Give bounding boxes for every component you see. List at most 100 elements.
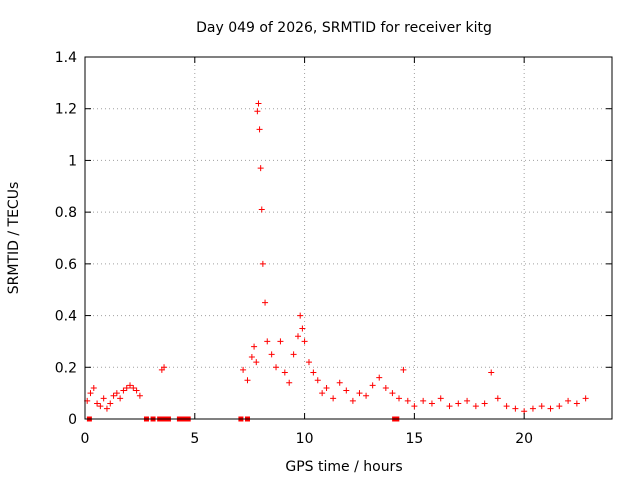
data-point bbox=[389, 390, 396, 397]
data-point bbox=[556, 403, 563, 410]
data-point bbox=[494, 395, 501, 402]
data-point bbox=[538, 403, 545, 410]
data-point bbox=[319, 390, 326, 397]
y-tick-label: 1.2 bbox=[55, 102, 77, 118]
y-tick-labels: 0 0.2 0.4 0.6 0.8 1 1.2 1.4 bbox=[55, 50, 77, 428]
y-tick-label: 0.2 bbox=[55, 360, 77, 376]
data-point bbox=[382, 384, 389, 391]
data-point bbox=[268, 351, 275, 358]
data-point bbox=[363, 392, 370, 399]
data-point bbox=[299, 325, 306, 332]
data-point bbox=[251, 343, 258, 350]
y-tick-label: 0 bbox=[68, 412, 77, 428]
x-tick-label: 15 bbox=[405, 431, 423, 447]
data-point bbox=[573, 400, 580, 407]
data-point bbox=[120, 387, 127, 394]
data-point bbox=[582, 395, 589, 402]
x-tick-label: 20 bbox=[515, 431, 533, 447]
data-point bbox=[113, 390, 120, 397]
data-point bbox=[107, 400, 114, 407]
data-point bbox=[248, 353, 255, 360]
data-point bbox=[110, 392, 117, 399]
data-point bbox=[446, 403, 453, 410]
data-point bbox=[264, 338, 271, 345]
data-point bbox=[136, 392, 143, 399]
y-tick-label: 0.8 bbox=[55, 205, 77, 221]
data-point bbox=[428, 400, 435, 407]
data-point bbox=[277, 338, 284, 345]
data-point bbox=[123, 384, 130, 391]
data-point bbox=[286, 379, 293, 386]
data-point bbox=[258, 206, 265, 213]
data-point bbox=[94, 400, 101, 407]
data-point bbox=[97, 403, 104, 410]
y-tick-label: 0.6 bbox=[55, 257, 77, 273]
data-point bbox=[301, 338, 308, 345]
data-point bbox=[253, 359, 260, 366]
x-tick-label: 5 bbox=[190, 431, 199, 447]
data-point bbox=[127, 382, 134, 389]
data-point bbox=[256, 126, 263, 133]
data-point bbox=[314, 377, 321, 384]
data-point bbox=[297, 312, 304, 319]
data-point bbox=[244, 377, 251, 384]
data-point bbox=[294, 333, 301, 340]
data-point bbox=[503, 403, 510, 410]
data-point bbox=[161, 364, 168, 371]
y-axis-label: SRMTID / TECUs bbox=[6, 182, 22, 295]
data-point bbox=[376, 374, 383, 381]
data-point bbox=[87, 390, 94, 397]
data-point bbox=[90, 384, 97, 391]
x-tick-labels: 0 5 10 15 20 bbox=[81, 431, 534, 447]
y-tick-label: 1.4 bbox=[55, 50, 77, 66]
data-point bbox=[255, 100, 262, 107]
data-point bbox=[547, 405, 554, 412]
data-point bbox=[411, 403, 418, 410]
chart-title: Day 049 of 2026, SRMTID for receiver kit… bbox=[196, 20, 492, 36]
data-point bbox=[133, 387, 140, 394]
data-point bbox=[130, 384, 137, 391]
data-point bbox=[273, 364, 280, 371]
data-point bbox=[100, 395, 107, 402]
data-point bbox=[262, 299, 269, 306]
data-point bbox=[396, 395, 403, 402]
data-point bbox=[103, 405, 110, 412]
data-point bbox=[257, 165, 264, 172]
data-point bbox=[455, 400, 462, 407]
data-point bbox=[290, 351, 297, 358]
data-point bbox=[330, 395, 337, 402]
data-point bbox=[512, 405, 519, 412]
data-point bbox=[336, 379, 343, 386]
data-point bbox=[356, 390, 363, 397]
x-axis-label: GPS time / hours bbox=[285, 459, 402, 475]
x-tick-label: 0 bbox=[81, 431, 90, 447]
data-point bbox=[305, 359, 312, 366]
data-point bbox=[481, 400, 488, 407]
data-point bbox=[369, 382, 376, 389]
data-point bbox=[310, 369, 317, 376]
data-point bbox=[400, 366, 407, 373]
data-point bbox=[349, 397, 356, 404]
grid bbox=[85, 57, 612, 419]
plot-frame bbox=[84, 56, 613, 420]
data-point bbox=[420, 397, 427, 404]
data-points bbox=[84, 100, 589, 422]
data-point bbox=[472, 403, 479, 410]
data-point bbox=[254, 108, 261, 115]
data-point bbox=[281, 369, 288, 376]
data-point bbox=[464, 397, 471, 404]
data-point bbox=[117, 395, 124, 402]
data-point bbox=[323, 384, 330, 391]
data-point bbox=[404, 397, 411, 404]
y-tick-label: 1 bbox=[68, 153, 77, 169]
data-point bbox=[488, 369, 495, 376]
y-tick-label: 0.4 bbox=[55, 309, 77, 325]
data-point bbox=[240, 366, 247, 373]
data-point bbox=[529, 405, 536, 412]
data-point bbox=[565, 397, 572, 404]
data-point bbox=[259, 260, 266, 267]
x-tick-label: 10 bbox=[296, 431, 314, 447]
data-point bbox=[437, 395, 444, 402]
axis-ticks bbox=[84, 56, 612, 420]
